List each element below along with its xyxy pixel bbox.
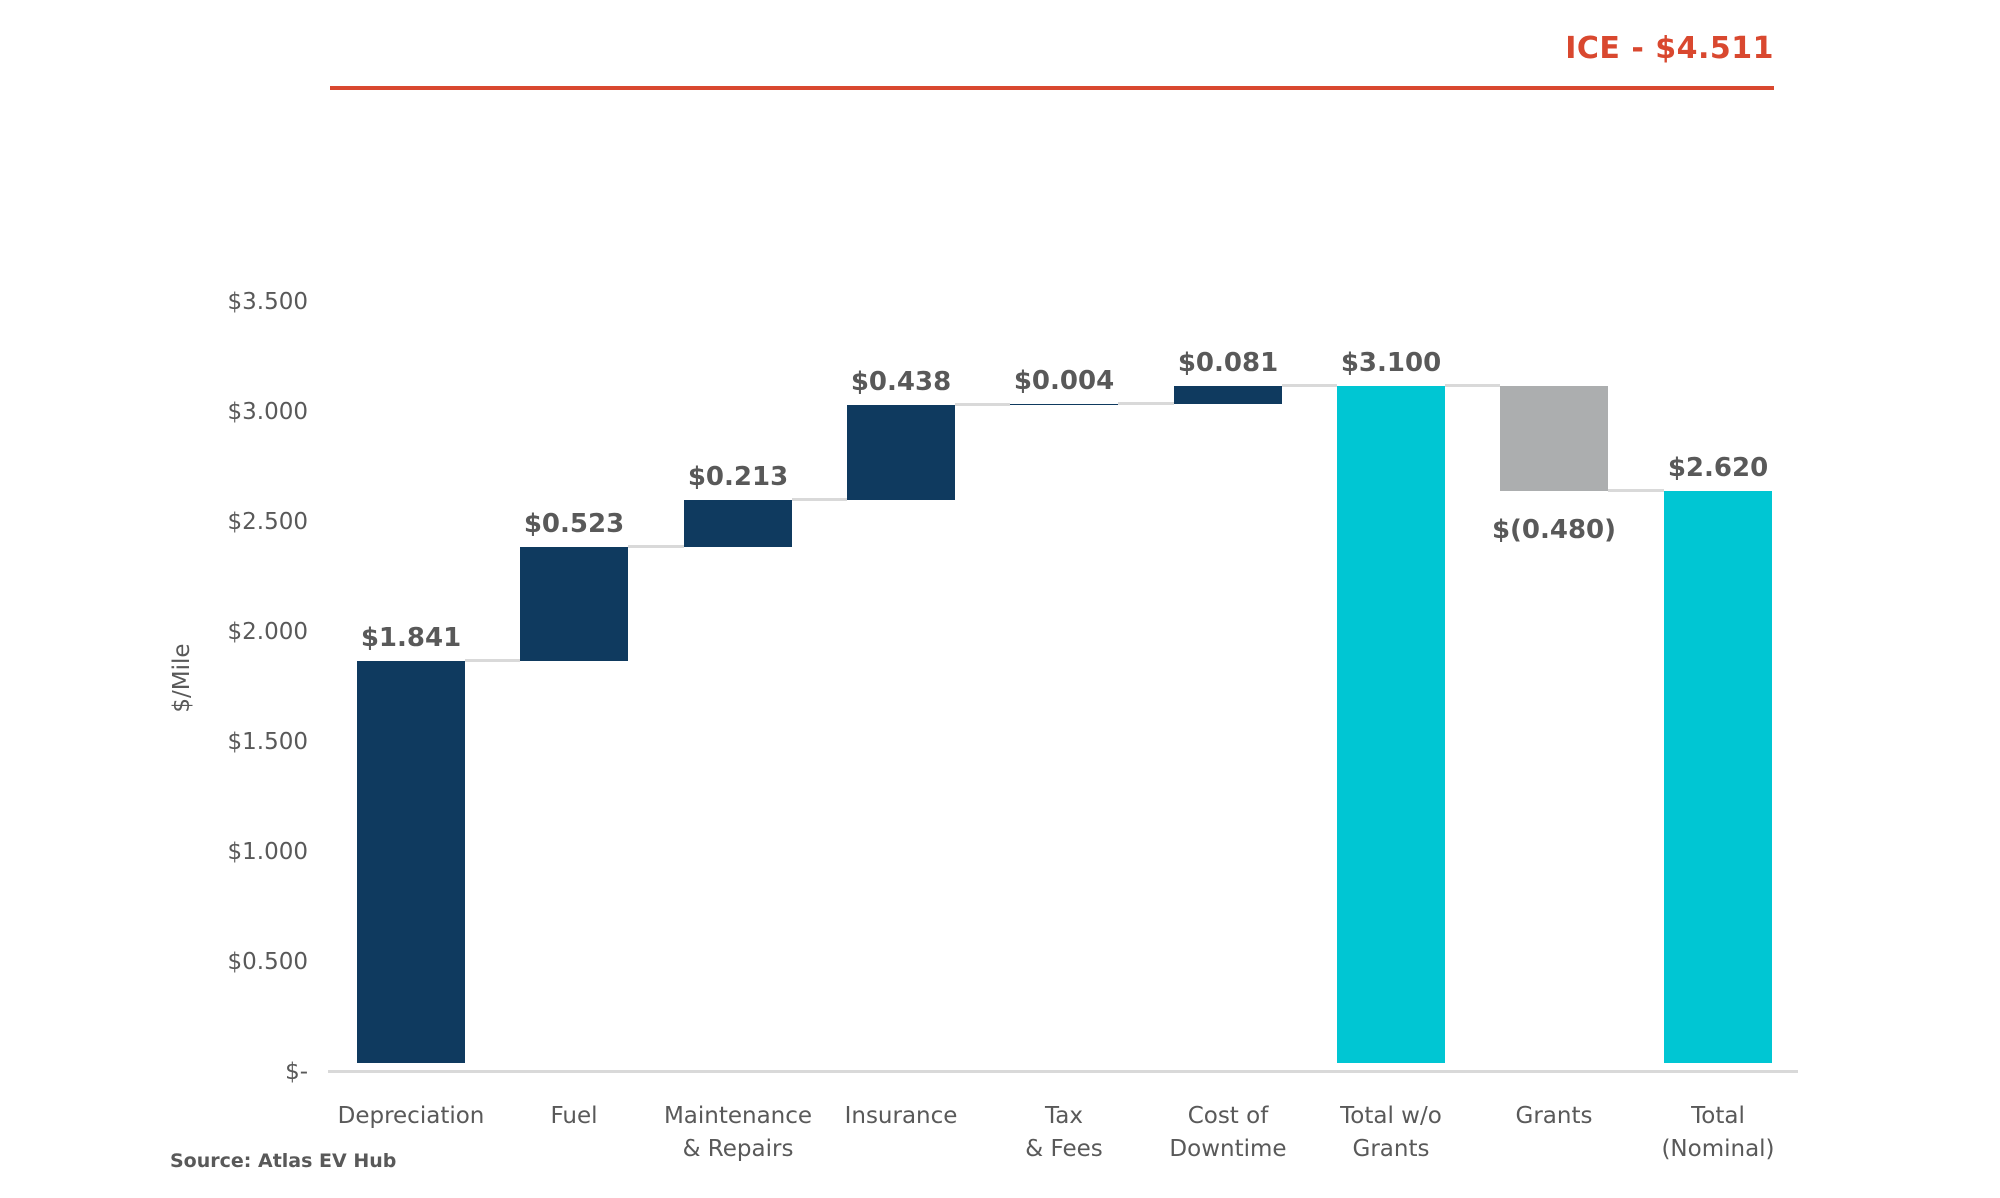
y-tick-label: $0.500 <box>227 949 308 975</box>
value-label: $1.841 <box>360 623 462 653</box>
y-axis-title: $/Mile <box>169 643 195 713</box>
x-category-label: Cost of Downtime <box>1169 1103 1287 1162</box>
ice-reference-label: ICE - $4.511 <box>1565 31 1774 66</box>
bar-maintenance-repairs <box>684 500 792 547</box>
value-label: $0.004 <box>1013 366 1115 396</box>
x-category-label: Maintenance & Repairs <box>663 1103 813 1162</box>
x-category-label: Insurance <box>844 1103 958 1129</box>
bar-grants <box>1500 386 1608 491</box>
connector-line <box>1608 489 1664 492</box>
value-label: $0.213 <box>687 462 789 492</box>
connector-line <box>955 403 1010 406</box>
connector-line <box>628 545 684 548</box>
bar-fuel <box>520 547 628 661</box>
y-tick-label: $2.500 <box>227 509 308 535</box>
value-label: $0.438 <box>850 367 952 397</box>
source-note: Source: Atlas EV Hub <box>170 1150 397 1172</box>
connector-line <box>792 498 847 501</box>
y-tick-label: $2.000 <box>227 619 308 645</box>
x-category-label: Tax & Fees <box>1025 1103 1103 1162</box>
bar-depreciation <box>357 661 465 1063</box>
bar-tax-fees <box>1010 404 1118 405</box>
x-category-label: Grants <box>1515 1103 1593 1129</box>
y-tick-label: $- <box>285 1059 308 1085</box>
connector-line <box>1118 402 1174 405</box>
ice-reference-line <box>330 86 1774 90</box>
x-category-label: Total w/o Grants <box>1340 1103 1442 1162</box>
y-tick-label: $1.000 <box>227 839 308 865</box>
bar-insurance <box>847 405 955 500</box>
bar-cost-of-downtime <box>1174 386 1282 404</box>
bar-total-nominal- <box>1664 491 1772 1063</box>
x-axis-line <box>328 1070 1798 1073</box>
connector-line <box>465 659 520 662</box>
bar-total-w-o-grants <box>1337 386 1445 1063</box>
connector-line <box>1445 384 1500 387</box>
connector-line <box>1282 384 1337 387</box>
y-tick-label: $1.500 <box>227 729 308 755</box>
value-label: $0.523 <box>523 509 625 539</box>
value-label: $0.081 <box>1177 348 1279 378</box>
y-tick-label: $3.000 <box>227 399 308 425</box>
y-tick-label: $3.500 <box>227 289 308 315</box>
value-label: $(0.480) <box>1491 515 1617 545</box>
x-category-label: Depreciation <box>337 1103 485 1129</box>
x-category-label: Fuel <box>550 1103 598 1129</box>
value-label: $3.100 <box>1340 348 1442 378</box>
value-label: $2.620 <box>1667 453 1769 483</box>
x-category-label: Total (Nominal) <box>1661 1103 1775 1162</box>
